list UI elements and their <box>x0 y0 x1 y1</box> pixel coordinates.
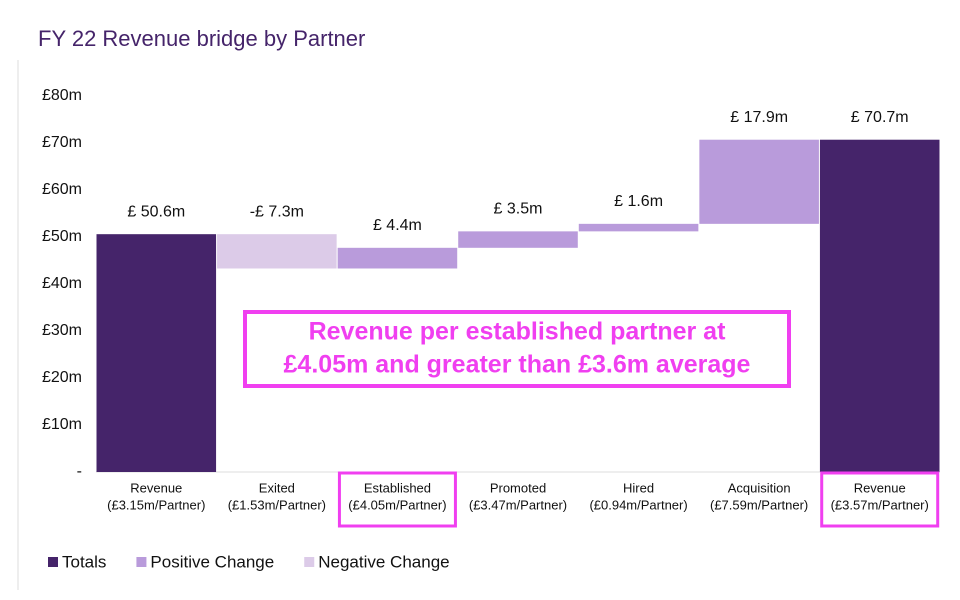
legend-label: Positive Change <box>150 552 274 571</box>
value-label: £ 1.6m <box>614 193 663 210</box>
x-tick-sublabel: (£3.57m/Partner) <box>831 497 929 512</box>
chart-title: FY 22 Revenue bridge by Partner <box>38 26 365 51</box>
x-tick-sublabel: (£3.47m/Partner) <box>469 497 567 512</box>
y-tick-label: - <box>77 463 82 480</box>
x-tick-label: Revenue <box>854 480 906 495</box>
value-label: -£ 7.3m <box>250 203 304 220</box>
x-tick-label: Revenue <box>130 480 182 495</box>
value-label: £ 17.9m <box>730 109 788 126</box>
x-tick-sublabel: (£7.59m/Partner) <box>710 497 808 512</box>
annotation-text: Revenue per established partner at <box>309 318 726 346</box>
legend-label: Totals <box>62 552 106 571</box>
value-label: £ 70.7m <box>851 109 909 126</box>
bar <box>699 139 819 224</box>
y-tick-label: £70m <box>42 134 82 151</box>
bar <box>819 139 940 472</box>
y-tick-label: £10m <box>42 416 82 433</box>
x-tick-label: Established <box>364 480 431 495</box>
legend-label: Negative Change <box>318 552 449 571</box>
y-tick-label: £30m <box>42 322 82 339</box>
y-tick-label: £50m <box>42 228 82 245</box>
annotation-box <box>243 310 791 388</box>
bar <box>458 231 578 248</box>
value-label: £ 50.6m <box>127 203 185 220</box>
bar <box>578 223 699 232</box>
y-tick-label: £60m <box>42 181 82 198</box>
bar <box>217 234 337 269</box>
value-label: £ 4.4m <box>373 217 422 234</box>
bar <box>337 247 458 269</box>
y-tick-label: £40m <box>42 275 82 292</box>
legend-swatch <box>136 557 147 567</box>
legend-swatch <box>48 557 58 567</box>
highlight-box <box>820 471 940 528</box>
value-label: £ 3.5m <box>494 201 543 218</box>
bar <box>96 234 217 472</box>
x-tick-label: Promoted <box>490 480 546 495</box>
x-tick-sublabel: (£3.15m/Partner) <box>107 497 205 512</box>
x-tick-label: Acquisition <box>728 480 791 495</box>
y-tick-label: £80m <box>42 87 82 104</box>
x-tick-label: Hired <box>623 480 654 495</box>
annotation-text: £4.05m and greater than £3.6m average <box>284 351 751 379</box>
y-tick-label: £20m <box>42 369 82 386</box>
x-tick-label: Exited <box>259 480 295 495</box>
legend-swatch <box>304 557 315 567</box>
x-tick-sublabel: (£1.53m/Partner) <box>228 497 326 512</box>
x-tick-sublabel: (£4.05m/Partner) <box>348 497 446 512</box>
x-tick-sublabel: (£0.94m/Partner) <box>589 497 687 512</box>
highlight-box <box>337 471 457 528</box>
